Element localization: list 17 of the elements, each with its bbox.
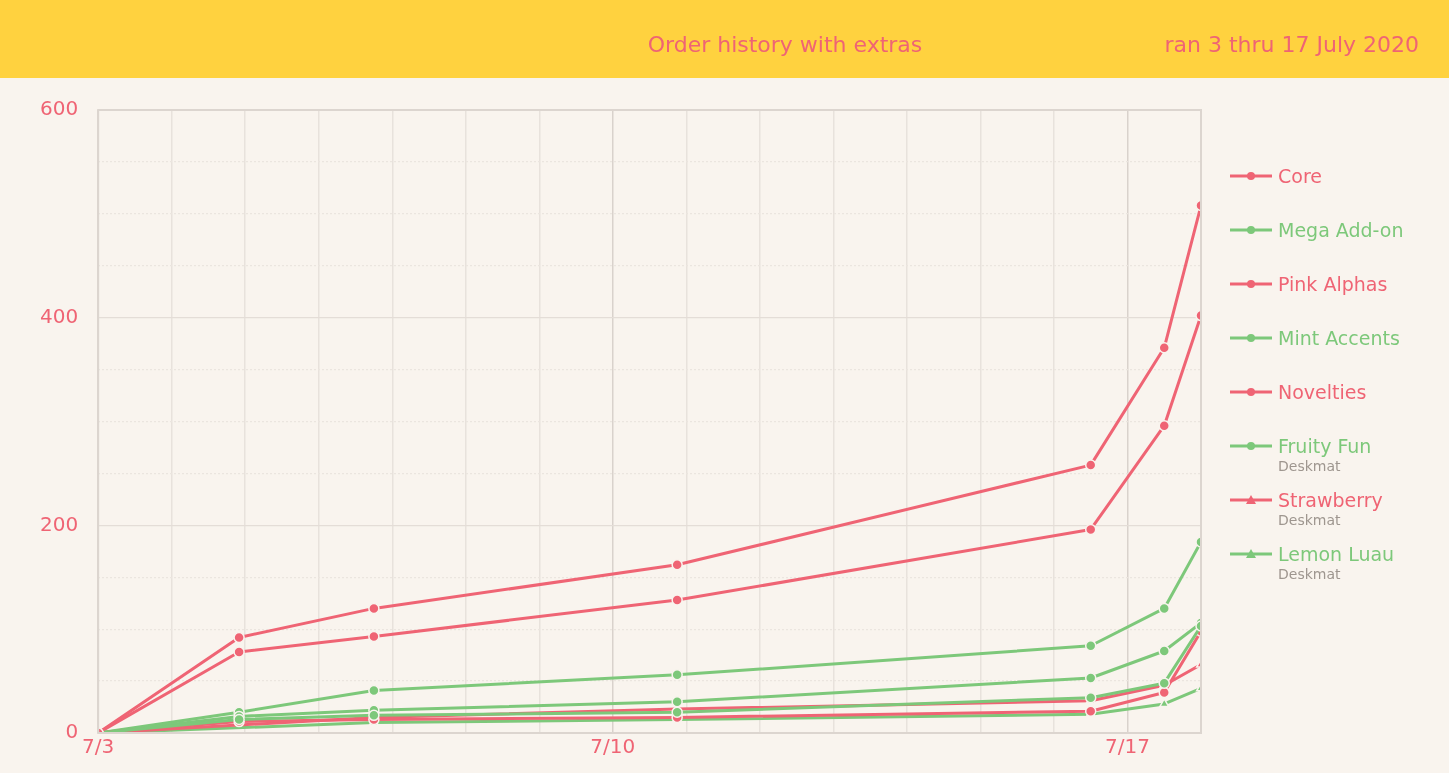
- x-tick-label: 7/10: [590, 734, 636, 759]
- legend-label: Pink Alphas: [1278, 272, 1388, 297]
- y-tick-label: 0: [65, 719, 79, 744]
- chart-title: Order history with extras: [647, 32, 923, 57]
- y-tick-label: 200: [39, 511, 79, 536]
- legend-label: Strawberry Deskmat: [1278, 488, 1383, 528]
- y-tick-label: 600: [39, 96, 79, 121]
- x-tick-label: 7/17: [1105, 734, 1150, 759]
- x-tick-label: 7/3: [82, 734, 115, 759]
- legend-label: Core: [1278, 164, 1322, 189]
- text: ran 3 thru 17 July 2020: [1164, 32, 1419, 57]
- legend-label: Mega Add-on: [1278, 218, 1404, 243]
- legend-label: Fruity Fun Deskmat: [1278, 434, 1372, 474]
- y-tick-label: 400: [39, 303, 79, 328]
- legend-label: Mint Accents: [1278, 326, 1400, 351]
- legend-label: Novelties: [1278, 380, 1367, 405]
- legend-label: Lemon Luau Deskmat: [1278, 542, 1395, 582]
